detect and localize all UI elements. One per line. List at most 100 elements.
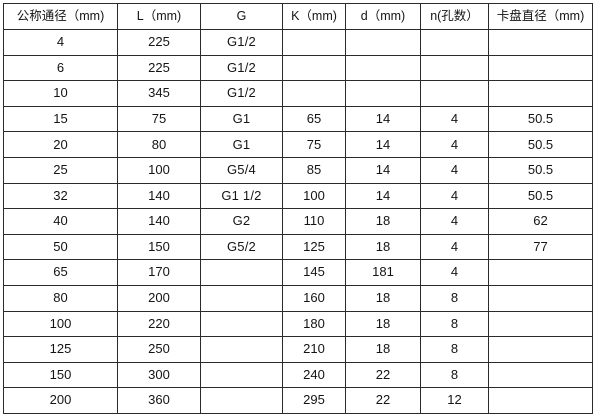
cell-nominal-diameter: 10 [3,80,118,107]
cell-chuck-diameter [488,284,593,312]
table-header: 公称通径（mm) L（mm) G K（mm) d（mm) n(孔数） 卡盘直径（mm) [3,3,593,30]
cell-chuck-diameter [488,387,593,414]
cell-nominal-diameter: 6 [3,54,118,82]
cell-bolt-hole-d: 18 [345,310,421,338]
table-body: 4 225 G1/2 6 225 G1/2 10 345 G1/2 15 75 G1 65 14 4 50.5… [3,29,593,414]
table-row: 20 80 G1 75 14 4 50.5 [3,131,593,158]
cell-chuck-diameter [488,336,593,363]
cell-length-l: 200 [117,284,201,312]
cell-bolt-circle-k: 75 [282,131,346,158]
column-header-chuck-diameter: 卡盘直径（mm) [488,3,593,30]
cell-chuck-diameter [488,361,593,389]
cell-chuck-diameter [488,29,593,56]
cell-nominal-diameter: 25 [3,156,118,184]
cell-chuck-diameter [488,80,593,107]
cell-nominal-diameter: 40 [3,208,118,235]
cell-bolt-circle-k: 240 [282,361,346,389]
cell-chuck-diameter [488,310,593,338]
cell-thread-g [200,336,283,363]
cell-hole-count-n: 8 [420,361,489,389]
cell-hole-count-n: 4 [420,105,489,133]
cell-bolt-hole-d: 18 [345,284,421,312]
cell-length-l: 140 [117,208,201,235]
table-row: 4 225 G1/2 [3,29,593,56]
table-row: 125 250 210 18 8 [3,336,593,363]
table-row: 200 360 295 22 12 [3,387,593,414]
cell-chuck-diameter: 77 [488,233,593,261]
cell-thread-g [200,284,283,312]
cell-bolt-circle-k: 160 [282,284,346,312]
cell-nominal-diameter: 50 [3,233,118,261]
cell-nominal-diameter: 20 [3,131,118,158]
cell-hole-count-n: 4 [420,259,489,286]
cell-length-l: 300 [117,361,201,389]
cell-chuck-diameter: 50.5 [488,156,593,184]
cell-length-l: 220 [117,310,201,338]
cell-hole-count-n [420,80,489,107]
cell-nominal-diameter: 15 [3,105,118,133]
cell-nominal-diameter: 4 [3,29,118,56]
table-row: 32 140 G1 1/2 100 14 4 50.5 [3,182,593,210]
cell-hole-count-n: 8 [420,284,489,312]
cell-nominal-diameter: 150 [3,361,118,389]
cell-bolt-circle-k [282,54,346,82]
cell-bolt-hole-d [345,29,421,56]
cell-hole-count-n [420,54,489,82]
table-row: 100 220 180 18 8 [3,310,593,338]
table-row: 25 100 G5/4 85 14 4 50.5 [3,156,593,184]
cell-thread-g: G5/2 [200,233,283,261]
table-row: 150 300 240 22 8 [3,361,593,389]
cell-chuck-diameter: 50.5 [488,182,593,210]
cell-thread-g: G1/2 [200,80,283,107]
table-row: 65 170 145 181 4 [3,259,593,286]
cell-bolt-circle-k: 110 [282,208,346,235]
cell-hole-count-n: 4 [420,208,489,235]
cell-nominal-diameter: 80 [3,284,118,312]
column-header-bolt-hole-d: d（mm) [345,3,421,30]
cell-hole-count-n [420,29,489,56]
cell-thread-g: G5/4 [200,156,283,184]
cell-chuck-diameter: 50.5 [488,105,593,133]
cell-bolt-hole-d [345,80,421,107]
column-header-nominal-diameter: 公称通径（mm) [3,3,118,30]
cell-thread-g: G1/2 [200,29,283,56]
cell-bolt-circle-k [282,80,346,107]
cell-bolt-hole-d: 14 [345,105,421,133]
cell-thread-g: G2 [200,208,283,235]
cell-thread-g [200,361,283,389]
cell-thread-g: G1 [200,131,283,158]
cell-bolt-circle-k: 65 [282,105,346,133]
cell-bolt-hole-d [345,54,421,82]
cell-thread-g: G1/2 [200,54,283,82]
cell-bolt-hole-d: 22 [345,361,421,389]
cell-chuck-diameter [488,259,593,286]
cell-bolt-circle-k: 210 [282,336,346,363]
cell-length-l: 225 [117,54,201,82]
cell-bolt-hole-d: 18 [345,233,421,261]
cell-bolt-circle-k: 295 [282,387,346,414]
cell-thread-g [200,310,283,338]
cell-hole-count-n: 8 [420,336,489,363]
cell-chuck-diameter: 50.5 [488,131,593,158]
cell-thread-g [200,259,283,286]
header-row: 公称通径（mm) L（mm) G K（mm) d（mm) n(孔数） 卡盘直径（mm) [3,3,593,30]
cell-bolt-circle-k: 125 [282,233,346,261]
cell-bolt-circle-k: 100 [282,182,346,210]
column-header-hole-count-n: n(孔数） [420,3,489,30]
cell-length-l: 345 [117,80,201,107]
cell-hole-count-n: 4 [420,156,489,184]
cell-nominal-diameter: 65 [3,259,118,286]
cell-chuck-diameter: 62 [488,208,593,235]
cell-hole-count-n: 4 [420,233,489,261]
cell-bolt-hole-d: 18 [345,208,421,235]
cell-bolt-hole-d: 18 [345,336,421,363]
cell-bolt-circle-k: 85 [282,156,346,184]
cell-hole-count-n: 8 [420,310,489,338]
cell-nominal-diameter: 200 [3,387,118,414]
cell-length-l: 250 [117,336,201,363]
cell-length-l: 75 [117,105,201,133]
cell-hole-count-n: 4 [420,182,489,210]
table-row: 10 345 G1/2 [3,80,593,107]
cell-length-l: 225 [117,29,201,56]
